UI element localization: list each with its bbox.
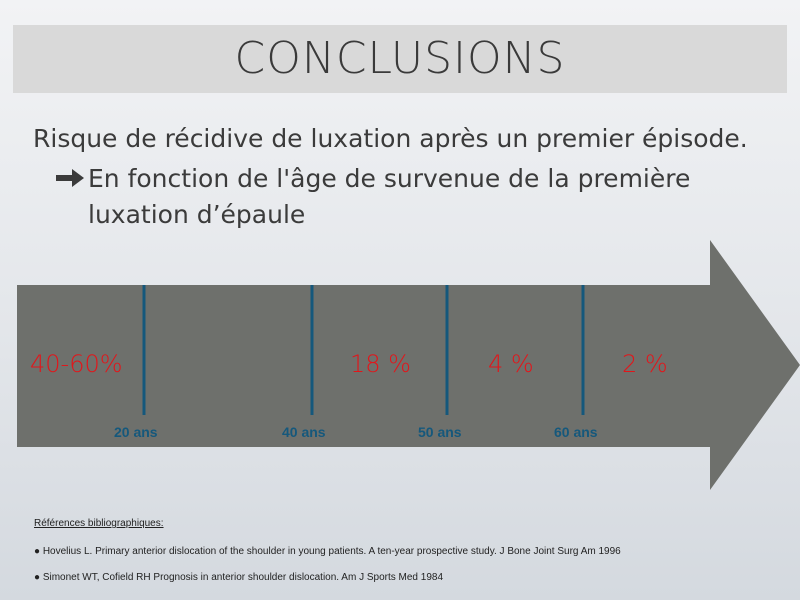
reference-item: ● Hovelius L. Primary anterior dislocati… <box>34 546 621 557</box>
age-40: 40 ans <box>282 424 326 440</box>
bullet-line: En fonction de l'âge de survenue de la p… <box>55 164 690 193</box>
risk-50-60: 4 % <box>488 350 534 378</box>
bullet-text: En fonction de l'âge de survenue de la p… <box>88 164 691 193</box>
timeline-arrow-body <box>17 240 800 490</box>
intro-text: Risque de récidive de luxation après un … <box>33 124 748 153</box>
risk-under-20: 40-60% <box>30 350 123 378</box>
references-title: Références bibliographiques: <box>34 518 164 529</box>
reference-item: ● Simonet WT, Cofield RH Prognosis in an… <box>34 572 444 583</box>
age-20: 20 ans <box>114 424 158 440</box>
bullet-text-continued: luxation d’épaule <box>88 200 306 229</box>
slide-title: CONCLUSIONS <box>234 33 566 84</box>
age-50: 50 ans <box>418 424 462 440</box>
right-arrow-icon <box>55 164 88 193</box>
age-60: 60 ans <box>554 424 598 440</box>
risk-40-50: 18 % <box>350 350 411 378</box>
risk-over-60: 2 % <box>622 350 668 378</box>
title-band: CONCLUSIONS <box>13 25 787 93</box>
